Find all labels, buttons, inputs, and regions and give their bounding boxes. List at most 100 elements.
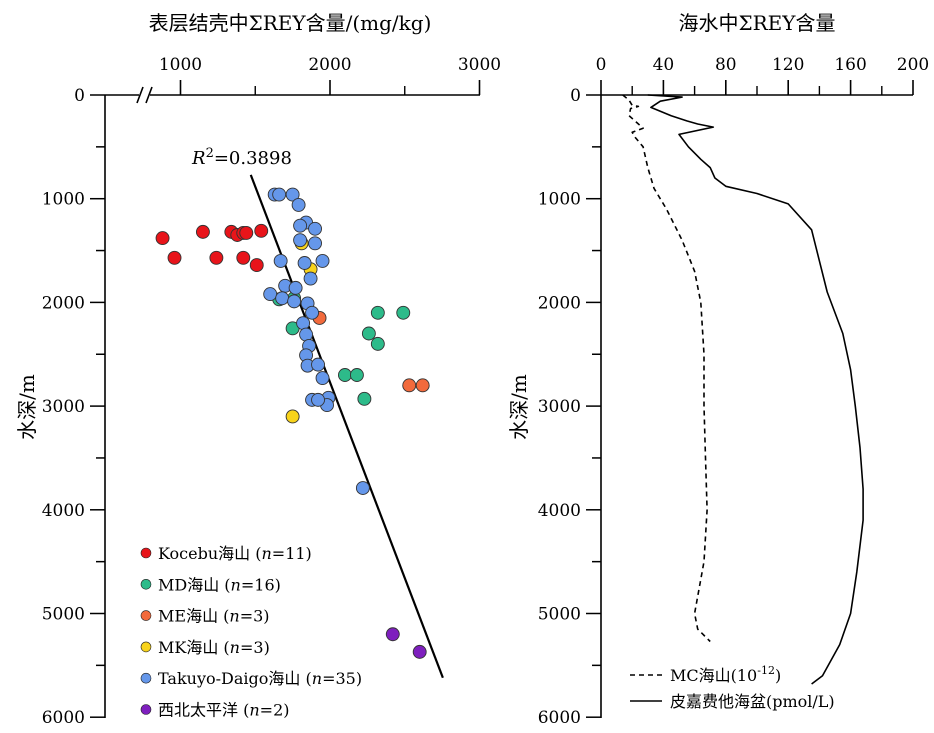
scatter-point-series-4 <box>299 327 314 342</box>
legend-n-value: =16) <box>241 575 281 594</box>
right-legend-name: MC海山(10 <box>670 666 757 685</box>
legend-marker-3 <box>140 641 152 653</box>
r-squared-annotation: R2=0.3898 <box>191 146 292 169</box>
right-legend-name: 皮嘉费他海盆(pmol/L) <box>670 692 835 711</box>
scatter-point-series-0 <box>155 231 170 246</box>
right-y-tick-label: 2000 <box>538 293 581 313</box>
legend-label-2: ME海山 (n=3) <box>158 607 270 626</box>
legend-series-name: MK海山 ( <box>158 638 230 657</box>
right-legend-label-0: MC海山(10-12) <box>670 664 781 685</box>
left-legend: Kocebu海山 (n=11)MD海山 (n=16)ME海山 (n=3)MK海山… <box>140 544 362 720</box>
legend-n-symbol: n <box>249 701 259 720</box>
right-x-ticks: 0 40 80 120 160 200 <box>596 55 929 95</box>
scatter-point-series-1 <box>396 305 411 320</box>
right-y-tick-label: 5000 <box>538 605 581 625</box>
line-series-0 <box>622 94 711 643</box>
legend-n-symbol: n <box>229 607 239 626</box>
legend-series-name: 西北太平洋 ( <box>158 701 249 720</box>
legend-n-symbol: n <box>230 638 240 657</box>
axis-break-mark <box>136 86 153 104</box>
legend-n-value: =3) <box>240 607 270 626</box>
right-y-label: 水深/m <box>507 374 531 440</box>
legend-marker-0 <box>140 547 152 559</box>
scatter-point-series-4 <box>311 392 325 407</box>
left-y-tick-label: 3000 <box>42 397 85 417</box>
scatter-point-series-3 <box>285 409 300 424</box>
scatter-point-series-0 <box>236 250 251 265</box>
scatter-point-series-4 <box>315 371 330 386</box>
scatter-point-series-1 <box>357 391 372 406</box>
right-legend-unit-end: ) <box>775 666 781 685</box>
right-y-ticks: 0 1000 2000 3000 4000 5000 6000 <box>538 86 601 728</box>
right-legend: MC海山(10-12) 皮嘉费他海盆(pmol/L) <box>630 664 835 711</box>
scatter-point-series-1 <box>361 326 376 341</box>
legend-label-4: Takuyo-Daigo海山 (n=35) <box>158 669 362 688</box>
scatter-point-series-4 <box>273 253 288 268</box>
left-y-label: 水深/m <box>15 374 39 440</box>
scatter-point-series-4 <box>303 271 318 286</box>
legend-label-3: MK海山 (n=3) <box>158 638 270 657</box>
legend-n-value: =2) <box>260 701 290 720</box>
scatter-point-series-4 <box>297 256 312 270</box>
left-y-tick-label: 2000 <box>42 293 85 313</box>
legend-series-name: Kocebu海山 ( <box>158 544 261 563</box>
scatter-point-series-4 <box>311 357 325 372</box>
legend-label-0: Kocebu海山 (n=11) <box>158 544 312 563</box>
scatter-point-series-4 <box>285 187 300 202</box>
scatter-point-series-4 <box>291 197 306 212</box>
legend-series-name: Takuyo-Daigo海山 ( <box>158 669 312 688</box>
scatter-point-series-2 <box>415 378 430 393</box>
left-x-tick-label: 2000 <box>308 55 351 75</box>
legend-label-5: 西北太平洋 (n=2) <box>158 701 289 720</box>
right-y-tick-label: 6000 <box>538 708 581 728</box>
legend-n-symbol: n <box>231 575 241 594</box>
scatter-point-series-4 <box>308 221 322 236</box>
regression-line <box>249 174 444 679</box>
right-y-tick-label: 4000 <box>538 501 581 521</box>
legend-n-value: =3) <box>240 638 270 657</box>
scatter-point-series-4 <box>287 294 302 309</box>
scatter-point-series-1 <box>370 336 385 351</box>
left-y-tick-label: 4000 <box>42 501 85 521</box>
legend-n-symbol: n <box>261 544 271 563</box>
right-x-tick-label: 80 <box>715 55 737 75</box>
legend-marker-4 <box>140 672 152 684</box>
scatter-point-series-4 <box>293 233 308 248</box>
left-y-tick-label: 0 <box>74 86 85 106</box>
scatter-point-series-4 <box>296 316 311 331</box>
left-y-ticks: 0 1000 2000 3000 4000 5000 6000 <box>42 86 105 728</box>
legend-marker-5 <box>140 704 152 715</box>
scatter-point-series-0 <box>249 258 264 273</box>
scatter-point-series-4 <box>272 187 287 202</box>
right-x-tick-label: 0 <box>596 55 607 75</box>
right-line-panel: 海水中ΣREY含量 0 40 80 120 160 200 0 1000 2000 3000 40… <box>507 11 929 728</box>
line-series-1 <box>647 94 864 685</box>
scatter-points <box>155 187 430 659</box>
right-legend-unit-sup: -12 <box>757 664 775 677</box>
left-x-tick-label: 1000 <box>159 55 202 75</box>
left-y-tick-label: 6000 <box>42 708 85 728</box>
scatter-point-series-4 <box>263 287 278 302</box>
right-x-tick-label: 40 <box>653 55 675 75</box>
legend-series-name: ME海山 ( <box>158 607 229 626</box>
scatter-point-series-0 <box>167 250 182 265</box>
legend-marker-2 <box>140 610 152 621</box>
scatter-point-series-1 <box>349 368 364 382</box>
scatter-point-series-4 <box>275 291 290 306</box>
right-legend-label-1: 皮嘉费他海盆(pmol/L) <box>670 692 835 711</box>
scatter-point-series-1 <box>338 368 352 382</box>
scatter-point-series-0 <box>239 225 254 240</box>
left-title: 表层结壳中ΣREY含量/(mg/kg) <box>149 11 432 35</box>
left-y-tick-label: 5000 <box>42 605 85 625</box>
scatter-point-series-4 <box>305 305 320 320</box>
left-x-ticks: 1000 2000 3000 <box>159 55 501 95</box>
left-x-tick-label: 3000 <box>458 55 501 75</box>
scatter-point-series-4 <box>288 280 303 295</box>
scatter-point-series-4 <box>293 218 308 233</box>
legend-n-value: =35) <box>322 669 362 688</box>
left-scatter-panel: 表层结壳中ΣREY含量/(mg/kg) 1000 2000 3000 0 1000 20… <box>15 11 501 728</box>
right-x-tick-label: 200 <box>897 55 929 75</box>
right-y-tick-label: 1000 <box>538 190 581 210</box>
scatter-point-series-0 <box>209 250 224 265</box>
